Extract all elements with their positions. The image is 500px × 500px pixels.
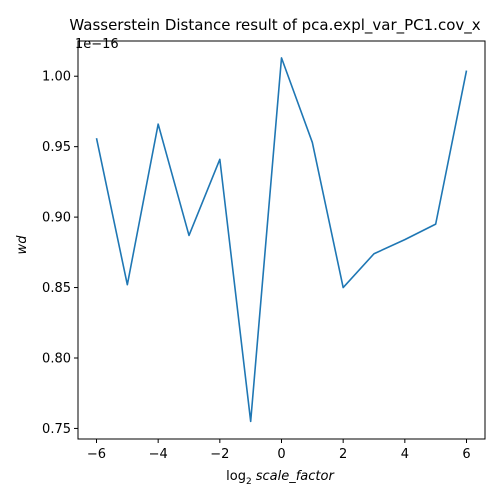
x-axis-label-prefix: log: [226, 469, 246, 484]
x-axis-label-variable: scale_factor: [256, 469, 336, 484]
series-line: [95, 57, 468, 423]
x-tick-label: 6: [462, 447, 470, 462]
x-tick-label: 0: [277, 447, 285, 462]
x-tick-label: 2: [339, 447, 347, 462]
y-tick-label: 0.80: [42, 351, 71, 366]
x-axis-label-subscript: 2: [246, 477, 252, 487]
x-tick-label: −4: [149, 447, 168, 462]
chart-title: Wasserstein Distance result of pca.expl_…: [69, 16, 480, 35]
series-layer: [95, 57, 468, 423]
y-axis-offset-text: 1e−16: [75, 37, 119, 52]
y-tick-label: 0.90: [42, 211, 71, 226]
y-axis-ticks: 0.75 0.80 0.85 0.90 0.95 1.00: [42, 70, 78, 437]
plot-frame: [77, 40, 486, 440]
x-axis-label: log2 scale_factor: [226, 469, 335, 487]
y-tick-label: 0.75: [42, 422, 71, 437]
x-tick-label: −6: [87, 447, 106, 462]
y-tick-label: 1.00: [42, 70, 71, 85]
y-axis-label: wd: [15, 235, 30, 255]
x-axis-ticks: −6 −4 −2 0 2 4 6: [87, 439, 471, 462]
x-tick-label: 4: [401, 447, 409, 462]
x-tick-label: −2: [210, 447, 229, 462]
y-tick-label: 0.95: [42, 140, 71, 155]
y-tick-label: 0.85: [42, 281, 71, 296]
